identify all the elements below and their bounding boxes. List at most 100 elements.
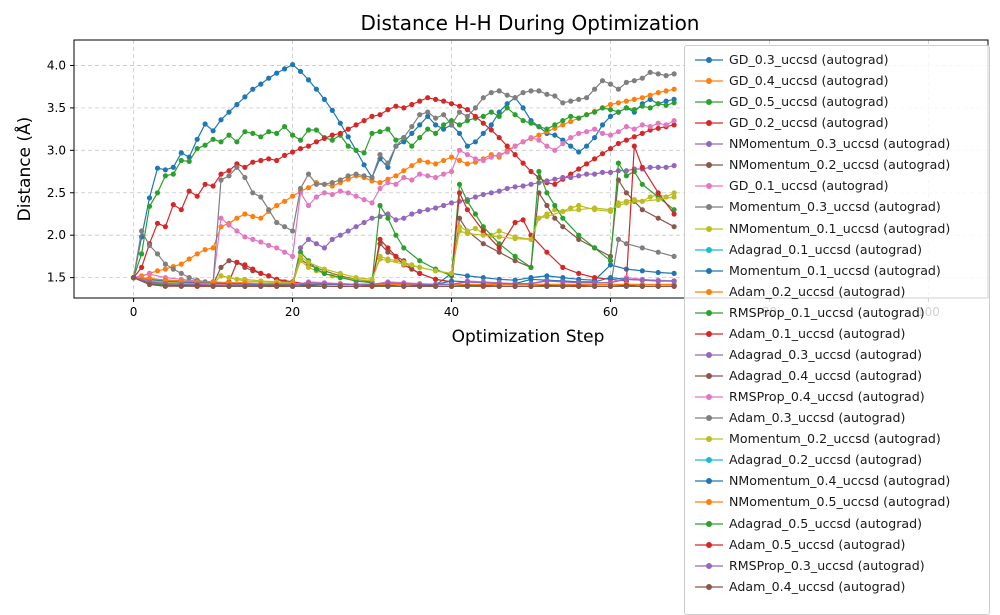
data-point [544, 283, 550, 289]
data-point [560, 224, 566, 230]
data-point [671, 211, 677, 217]
data-point [266, 75, 272, 81]
data-point [369, 113, 375, 119]
data-point [528, 168, 534, 175]
data-point [377, 236, 383, 242]
data-point [210, 245, 216, 251]
data-point [544, 273, 550, 279]
data-point [639, 164, 645, 170]
legend-item: Adam_0.4_uccsd (autograd) [685, 577, 985, 598]
data-point [496, 152, 502, 158]
data-point [599, 169, 606, 175]
data-point [544, 178, 550, 184]
data-point [544, 190, 550, 196]
data-point [441, 98, 447, 104]
data-point [297, 137, 304, 143]
data-point [433, 130, 439, 136]
data-point [576, 130, 582, 136]
data-point [210, 183, 216, 189]
data-point [321, 245, 327, 251]
data-point [242, 234, 248, 240]
data-point [512, 253, 518, 259]
data-point [655, 190, 661, 196]
data-point [488, 122, 494, 128]
series-gd-0-2-uccsd-autograd [131, 95, 677, 281]
data-point [592, 275, 598, 281]
data-point [456, 130, 463, 136]
data-point [560, 279, 566, 285]
legend-item: Adagrad_0.2_uccsd (autograd) [685, 450, 985, 471]
data-point [377, 202, 383, 209]
data-point [401, 135, 407, 141]
data-point [663, 164, 669, 170]
data-point [528, 120, 534, 126]
data-point [480, 191, 486, 198]
data-point [353, 122, 359, 128]
data-point [488, 109, 494, 115]
data-point [218, 177, 224, 183]
data-point [218, 264, 224, 270]
legend-swatch [695, 99, 723, 106]
data-point [131, 275, 137, 281]
data-point [456, 122, 463, 128]
data-point [226, 283, 232, 289]
data-point [234, 139, 240, 145]
data-point [154, 220, 161, 226]
data-point [377, 185, 383, 192]
data-point [671, 224, 677, 230]
data-point [345, 228, 351, 234]
data-point [623, 283, 630, 289]
data-point [520, 139, 526, 145]
data-point [528, 276, 534, 282]
data-point [361, 150, 367, 156]
data-point [631, 197, 637, 203]
data-point [496, 245, 502, 251]
data-point [480, 95, 486, 101]
data-point [592, 171, 598, 177]
data-point [592, 245, 598, 251]
data-point [655, 101, 661, 107]
y-tick-label: 3.5 [47, 101, 66, 115]
data-point [345, 190, 351, 196]
data-point [576, 166, 582, 172]
data-point [576, 270, 582, 276]
data-point [456, 181, 463, 187]
data-point [623, 173, 630, 179]
data-point [234, 276, 240, 282]
data-point [162, 261, 168, 267]
legend-swatch [695, 478, 723, 485]
data-point [305, 259, 312, 265]
data-point [663, 98, 669, 104]
data-point [170, 164, 176, 170]
data-point [584, 129, 590, 135]
data-point [146, 242, 153, 248]
data-point [329, 191, 335, 198]
data-point [496, 109, 502, 115]
data-point [520, 118, 526, 124]
data-point [377, 256, 383, 262]
data-point [536, 168, 542, 175]
data-point [663, 102, 669, 108]
legend-item: Momentum_0.3_uccsd (autograd) [685, 197, 985, 218]
data-point [417, 157, 423, 164]
data-point [417, 135, 423, 141]
data-point [242, 94, 248, 100]
data-point [448, 200, 455, 206]
data-point [504, 105, 510, 111]
legend-item: NMomentum_0.2_uccsd (autograd) [685, 155, 985, 176]
y-tick-label: 3.0 [47, 143, 66, 157]
data-point [615, 140, 622, 147]
data-point [552, 202, 558, 209]
data-point [337, 130, 343, 136]
data-point [313, 266, 319, 272]
data-point [417, 122, 423, 128]
data-point [274, 245, 280, 251]
data-point [671, 207, 677, 213]
data-point [345, 134, 351, 140]
data-point [297, 245, 304, 251]
data-point [512, 219, 518, 226]
data-point [433, 283, 439, 289]
data-point [568, 174, 574, 181]
data-point [226, 132, 232, 138]
data-point [337, 177, 343, 183]
